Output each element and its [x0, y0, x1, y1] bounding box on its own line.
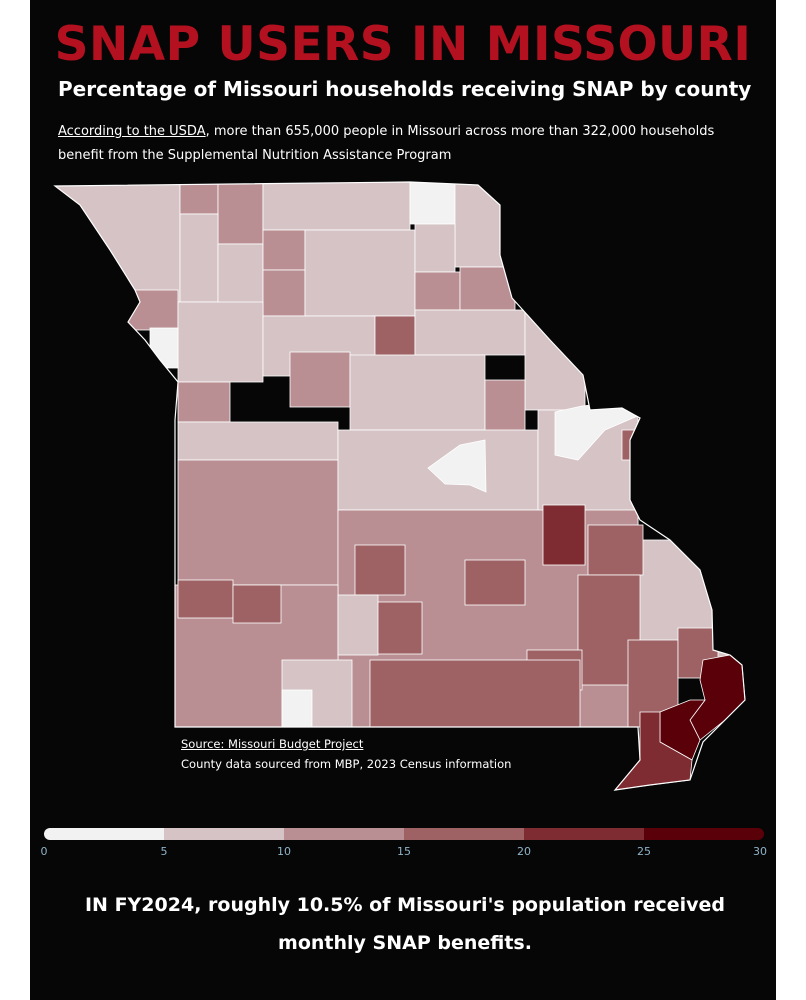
county-region	[149, 327, 179, 369]
page-title: SNAP USERS IN MISSOURI	[54, 17, 752, 72]
legend-tick: 5	[160, 845, 168, 858]
legend-color-scale	[44, 828, 764, 840]
legend-tick: 15	[397, 845, 411, 858]
source-link[interactable]: Source: Missouri Budget Project	[181, 737, 364, 751]
county-region	[554, 402, 642, 461]
legend-swatch	[44, 828, 164, 840]
footer-statement: IN FY2024, roughly 10.5% of Missouri's p…	[60, 886, 750, 962]
page-subtitle: Percentage of Missouri households receiv…	[58, 77, 752, 101]
legend-tick: 25	[637, 845, 651, 858]
intro-text: , more than 655,000 people in Missouri a…	[58, 124, 715, 163]
county-region	[281, 689, 313, 728]
county-region	[349, 354, 486, 431]
county-region	[587, 524, 644, 576]
county-region	[177, 459, 339, 586]
legend-swatch	[284, 828, 404, 840]
legend-tick: 30	[753, 845, 767, 858]
legend-swatch	[644, 828, 764, 840]
source-block: Source: Missouri Budget Project County d…	[181, 734, 601, 774]
legend-tick: 10	[277, 845, 291, 858]
county-region	[179, 213, 219, 303]
legend-swatch	[164, 828, 284, 840]
county-region	[262, 269, 306, 317]
county-region	[427, 439, 487, 493]
legend-swatch	[404, 828, 524, 840]
county-region	[337, 594, 379, 656]
county-region	[289, 351, 351, 408]
county-region	[414, 271, 461, 311]
county-region	[454, 182, 516, 268]
county-region	[177, 301, 264, 383]
county-region	[374, 315, 416, 357]
county-region	[409, 182, 456, 225]
county-region	[464, 559, 526, 606]
county-region	[304, 229, 416, 317]
usda-link[interactable]: According to the USDA	[58, 124, 206, 139]
county-region	[262, 229, 306, 271]
county-region	[177, 381, 231, 423]
county-region	[524, 309, 586, 411]
county-region	[119, 289, 179, 331]
county-region	[177, 579, 234, 619]
county-region	[262, 182, 411, 231]
intro-paragraph: According to the USDA, more than 655,000…	[58, 120, 758, 168]
county-region	[177, 421, 339, 461]
county-region	[369, 659, 581, 728]
county-region	[217, 182, 264, 245]
legend-tick: 20	[517, 845, 531, 858]
county-region	[375, 601, 423, 655]
county-region	[459, 266, 516, 311]
legend-swatch	[524, 828, 644, 840]
county-region	[232, 584, 282, 624]
footer-line: IN FY2024, roughly 10.5% of Missouri's p…	[84, 894, 726, 916]
source-note: County data sourced from MBP, 2023 Censu…	[181, 757, 512, 771]
county-region	[354, 544, 406, 596]
county-region	[542, 504, 586, 566]
county-region	[179, 182, 219, 215]
legend-tick: 0	[40, 845, 48, 858]
footer-line: monthly SNAP benefits.	[278, 932, 532, 954]
county-region	[621, 429, 637, 461]
county-region	[414, 309, 526, 356]
county-region	[414, 223, 456, 273]
